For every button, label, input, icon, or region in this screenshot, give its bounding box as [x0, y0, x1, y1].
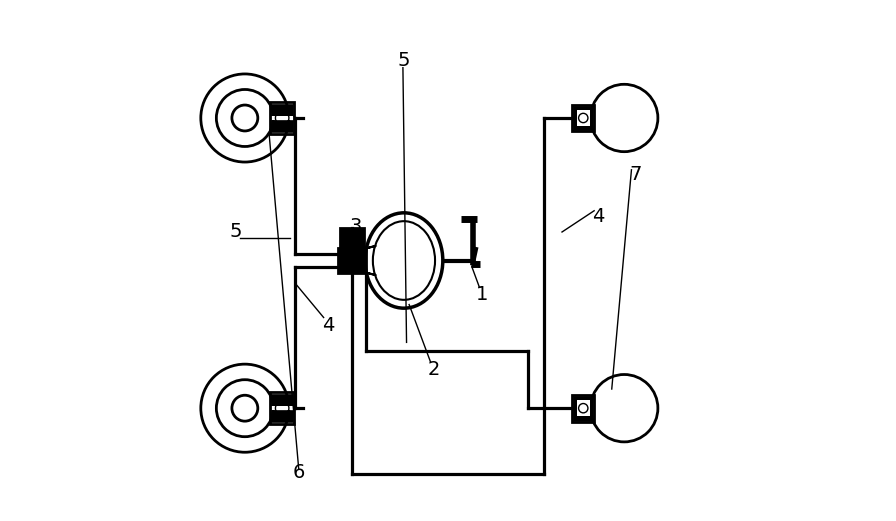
Text: 6: 6 — [293, 464, 305, 482]
Bar — [338, 248, 366, 273]
Bar — [271, 410, 293, 423]
Bar — [271, 394, 293, 406]
Bar — [576, 110, 590, 126]
Bar — [573, 106, 593, 130]
Text: 3: 3 — [349, 217, 362, 237]
Ellipse shape — [365, 213, 443, 308]
Bar — [573, 395, 594, 421]
Bar — [340, 228, 365, 248]
Bar — [271, 104, 293, 116]
Bar — [573, 105, 594, 131]
Bar — [271, 102, 294, 134]
Bar — [271, 392, 294, 424]
Text: 5: 5 — [398, 52, 410, 70]
Text: 2: 2 — [427, 360, 440, 379]
Polygon shape — [365, 246, 375, 275]
Bar — [573, 396, 593, 420]
Text: 7: 7 — [629, 166, 642, 184]
Text: 5: 5 — [229, 222, 242, 242]
Bar — [271, 120, 293, 132]
Bar — [576, 400, 590, 416]
Bar — [271, 116, 293, 119]
Bar — [271, 406, 293, 410]
Text: 4: 4 — [592, 207, 605, 226]
Text: 1: 1 — [476, 284, 487, 304]
Text: 4: 4 — [322, 316, 334, 335]
